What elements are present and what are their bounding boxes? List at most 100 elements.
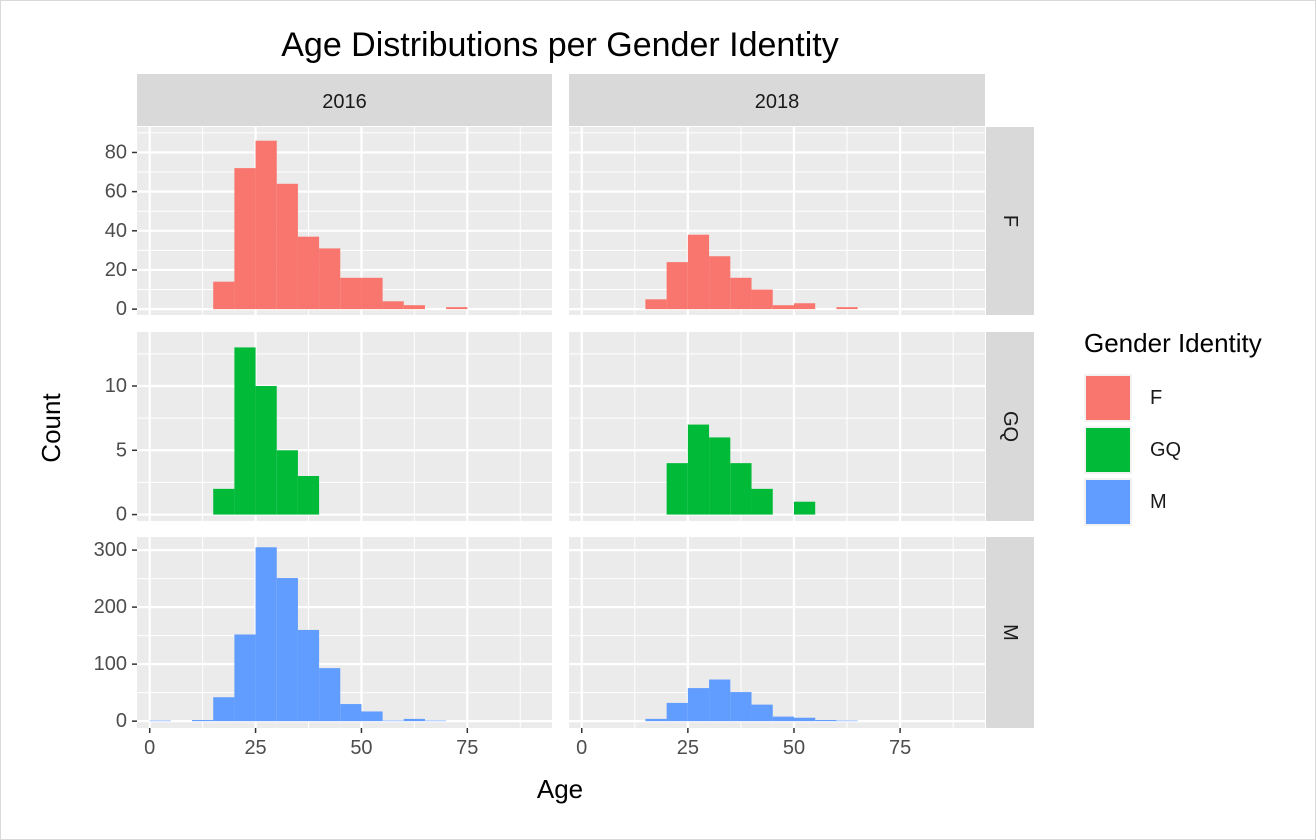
column-strip-bg xyxy=(569,74,985,126)
histogram-bar xyxy=(213,488,235,515)
histogram-bar xyxy=(687,424,710,515)
row-strip-bg xyxy=(986,537,1034,728)
column-strip-label: 2016 xyxy=(322,91,367,113)
y-tick-label: 0 xyxy=(116,710,127,732)
histogram-bar xyxy=(361,711,383,722)
histogram-bar xyxy=(192,720,214,722)
histogram-bar xyxy=(666,262,688,310)
histogram-bar xyxy=(297,476,320,515)
panel-background xyxy=(137,537,552,728)
facet-panel-GQ-2018 xyxy=(569,332,985,521)
chart-title: Age Distributions per Gender Identity xyxy=(281,26,839,64)
histogram-bar xyxy=(730,692,752,722)
histogram-bar xyxy=(709,256,731,310)
row-strip-label: F xyxy=(999,215,1021,227)
histogram-bar xyxy=(666,463,688,515)
histogram-bar xyxy=(276,578,298,722)
histogram-bar xyxy=(793,501,816,515)
y-tick-label: 80 xyxy=(105,141,127,163)
x-tick-label: 0 xyxy=(576,737,587,759)
panel-background xyxy=(569,332,985,521)
y-tick-label: 200 xyxy=(94,596,127,618)
y-tick-label: 100 xyxy=(94,653,127,675)
histogram-bar xyxy=(772,305,794,310)
y-tick-label: 60 xyxy=(105,181,127,203)
histogram-bar xyxy=(340,277,362,310)
y-tick-label: 10 xyxy=(105,375,127,397)
y-axis-label: Count xyxy=(36,393,66,463)
x-tick-label: 50 xyxy=(350,737,372,759)
facet-panel-M-2016 xyxy=(137,537,552,728)
histogram-bar xyxy=(793,303,816,310)
histogram-bar xyxy=(149,720,171,722)
x-axes: 0 25 50 75 0 25 50 75 xyxy=(144,728,911,759)
row-strip-bg xyxy=(986,332,1034,521)
facet-panel-GQ-2016 xyxy=(137,332,552,521)
column-strips: 2016 2018 xyxy=(137,74,985,126)
legend-title: Gender Identity xyxy=(1084,328,1262,358)
histogram-bar xyxy=(730,463,752,515)
histogram-bar xyxy=(687,234,710,310)
histogram-bar xyxy=(255,140,277,310)
row-strip-label: M xyxy=(999,624,1021,641)
row-strips: F GQ M xyxy=(986,127,1034,728)
histogram-bar xyxy=(382,720,404,722)
x-tick-label: 25 xyxy=(677,737,699,759)
y-tick-label: 20 xyxy=(105,259,127,281)
histogram-bar xyxy=(234,347,256,515)
histogram-bar xyxy=(709,437,731,515)
histogram-bar xyxy=(772,716,794,722)
histogram-bar xyxy=(340,704,362,722)
histogram-bar xyxy=(297,236,320,310)
histogram-bar xyxy=(446,307,468,310)
legend-label: GQ xyxy=(1150,439,1181,461)
histogram-bar xyxy=(234,634,256,722)
histogram-bar xyxy=(751,289,773,310)
x-tick-label: 75 xyxy=(889,737,911,759)
x-tick-label: 75 xyxy=(456,737,478,759)
histogram-bar xyxy=(319,248,341,310)
facet-panel-M-2018 xyxy=(569,537,985,728)
y-tick-label: 40 xyxy=(105,220,127,242)
histogram-bar xyxy=(297,629,320,722)
legend-swatch xyxy=(1086,376,1130,420)
histogram-bar xyxy=(751,704,773,722)
row-strip-bg xyxy=(986,127,1034,315)
histogram-bar xyxy=(645,299,667,310)
y-tick-label: 0 xyxy=(116,298,127,320)
histogram-bar xyxy=(645,718,667,722)
histogram-bar xyxy=(709,679,731,722)
histogram-bar xyxy=(382,301,404,310)
histogram-bar xyxy=(403,305,425,310)
histogram-bar xyxy=(213,281,235,310)
histogram-bar xyxy=(815,720,837,722)
histogram-bar xyxy=(666,702,688,722)
x-tick-label: 0 xyxy=(144,737,155,759)
panel-background xyxy=(569,127,985,315)
histogram-bar xyxy=(836,720,858,722)
facet-panels xyxy=(137,127,985,728)
facet-panel-F-2018 xyxy=(569,127,985,315)
histogram-bar xyxy=(687,688,710,722)
facet-panel-F-2016 xyxy=(137,127,552,315)
x-tick-label: 25 xyxy=(244,737,266,759)
x-axis-label: Age xyxy=(537,774,583,804)
histogram-bar xyxy=(213,697,235,722)
legend-swatch xyxy=(1086,480,1130,524)
legend-items: F GQ M xyxy=(1084,374,1181,526)
histogram-bar xyxy=(730,277,752,310)
histogram-bar xyxy=(276,450,298,515)
histogram-bar xyxy=(793,717,816,722)
histogram-bar xyxy=(424,720,447,722)
histogram-bar xyxy=(403,718,425,722)
y-tick-label: 0 xyxy=(116,504,127,526)
histogram-bar xyxy=(836,307,858,310)
histogram-bar xyxy=(276,183,298,310)
legend-swatch xyxy=(1086,428,1130,472)
panel-background xyxy=(569,537,985,728)
histogram-bar xyxy=(234,168,256,310)
y-tick-label: 5 xyxy=(116,439,127,461)
histogram-bar xyxy=(255,386,277,515)
